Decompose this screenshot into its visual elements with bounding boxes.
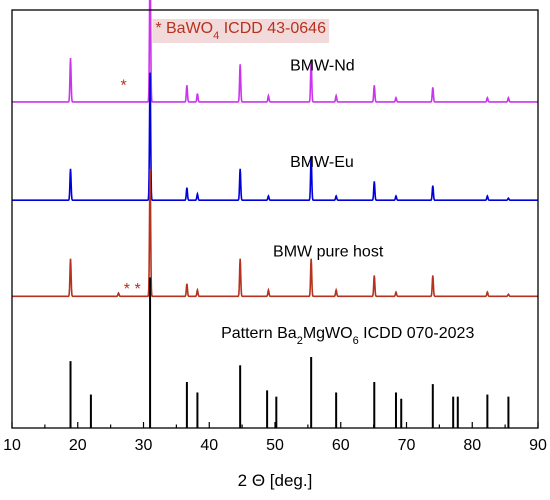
annotation-3: BMW-Eu <box>290 154 354 171</box>
annotation-2: * <box>120 77 126 94</box>
annotation-6: Pattern Ba2MgWO6 ICDD 070-2023 <box>221 325 474 347</box>
x-tick-label: 10 <box>3 437 21 454</box>
annotation-bg-0 <box>152 18 330 43</box>
annotation-4: BMW pure host <box>273 244 384 261</box>
x-tick-label: 70 <box>398 437 416 454</box>
x-tick-label: 30 <box>135 437 153 454</box>
series-line-0 <box>12 0 538 103</box>
x-tick-label: 90 <box>529 437 547 454</box>
x-axis-label: 2 Θ [deg.] <box>238 471 313 490</box>
x-tick-label: 20 <box>69 437 87 454</box>
annotation-5: * * <box>124 281 141 298</box>
x-tick-label: 40 <box>200 437 218 454</box>
series-line-2 <box>12 168 538 298</box>
x-tick-label: 80 <box>463 437 481 454</box>
series-line-1 <box>12 72 538 201</box>
annotation-1: BMW-Nd <box>290 58 355 75</box>
x-tick-label: 50 <box>266 437 284 454</box>
annotation-0: * BaWO4 ICDD 43-0646 <box>155 20 326 42</box>
plot-frame <box>11 9 539 429</box>
x-tick-label: 60 <box>332 437 350 454</box>
